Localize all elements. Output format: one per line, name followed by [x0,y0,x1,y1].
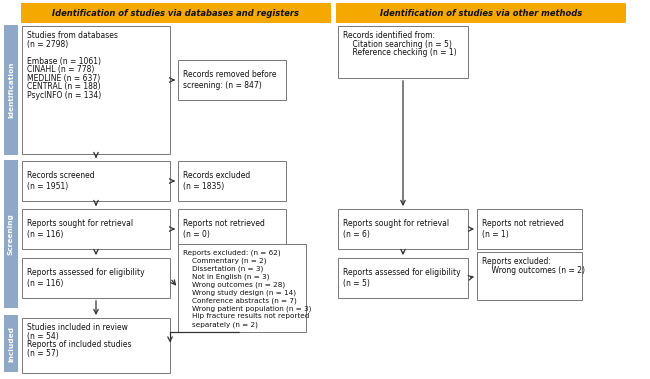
Bar [4,315,18,372]
Text: Dissertation (n = 3): Dissertation (n = 3) [183,265,263,272]
Text: Embase (n = 1061): Embase (n = 1061) [27,56,101,66]
Text: Reports not retrieved
(n = 0): Reports not retrieved (n = 0) [183,219,265,239]
Text: (n = 57): (n = 57) [27,349,58,357]
Bar [178,60,286,100]
Text: Reports of included studies: Reports of included studies [27,340,131,349]
Text: Reports excluded:: Reports excluded: [482,257,551,266]
Text: Studies included in review: Studies included in review [27,323,128,332]
Text: Reference checking (n = 1): Reference checking (n = 1) [343,48,456,57]
Bar [22,258,170,298]
Text: Studies from databases: Studies from databases [27,31,118,40]
Text: Records removed before
screening: (n = 847): Records removed before screening: (n = 8… [183,70,276,90]
Bar [178,161,286,201]
Text: MEDLINE (n = 637): MEDLINE (n = 637) [27,74,100,83]
Text: Hip fracture results not reported: Hip fracture results not reported [183,313,309,319]
Text: Wrong outcomes (n = 2): Wrong outcomes (n = 2) [482,266,585,274]
Bar [22,209,170,249]
Bar [338,209,468,249]
Text: Identification: Identification [8,62,14,118]
FancyBboxPatch shape [336,3,626,23]
Text: Reports excluded: (n = 62): Reports excluded: (n = 62) [183,249,281,255]
Bar [178,209,286,249]
Text: Records screened
(n = 1951): Records screened (n = 1951) [27,171,95,191]
Text: Wrong patient population (n = 3): Wrong patient population (n = 3) [183,305,311,312]
Bar [477,209,582,249]
Text: separately (n = 2): separately (n = 2) [183,321,258,328]
Bar [22,26,170,154]
Text: PsycINFO (n = 134): PsycINFO (n = 134) [27,91,101,100]
Text: Reports assessed for eligibility
(n = 5): Reports assessed for eligibility (n = 5) [343,268,461,288]
Text: Commentary (n = 2): Commentary (n = 2) [183,257,266,263]
Text: Included: Included [8,326,14,362]
Text: (n = 54): (n = 54) [27,332,58,340]
Bar [4,25,18,155]
Text: Reports sought for retrieval
(n = 6): Reports sought for retrieval (n = 6) [343,219,449,239]
Text: Identification of studies via databases and registers: Identification of studies via databases … [53,8,300,17]
Text: Conference abstracts (n = 7): Conference abstracts (n = 7) [183,298,297,304]
Bar [4,160,18,308]
Text: Reports sought for retrieval
(n = 116): Reports sought for retrieval (n = 116) [27,219,133,239]
Text: CINAHL (n = 778): CINAHL (n = 778) [27,65,94,74]
Text: Reports assessed for eligibility
(n = 116): Reports assessed for eligibility (n = 11… [27,268,144,288]
Bar [338,258,468,298]
Text: Records excluded
(n = 1835): Records excluded (n = 1835) [183,171,250,191]
Text: Wrong outcomes (n = 28): Wrong outcomes (n = 28) [183,281,285,288]
Bar [178,244,306,332]
Bar [22,161,170,201]
Text: Wrong study design (n = 14): Wrong study design (n = 14) [183,289,296,296]
Bar [22,318,170,373]
Text: Records identified from:: Records identified from: [343,31,435,40]
Text: Not in English (n = 3): Not in English (n = 3) [183,273,269,280]
Text: (n = 2798): (n = 2798) [27,39,68,49]
Bar [338,26,468,78]
Text: Screening: Screening [8,213,14,255]
FancyBboxPatch shape [21,3,331,23]
Text: CENTRAL (n = 188): CENTRAL (n = 188) [27,82,101,91]
Text: Reports not retrieved
(n = 1): Reports not retrieved (n = 1) [482,219,564,239]
Bar [477,252,582,300]
Text: Identification of studies via other methods: Identification of studies via other meth… [380,8,582,17]
Text: Citation searching (n = 5): Citation searching (n = 5) [343,39,452,49]
